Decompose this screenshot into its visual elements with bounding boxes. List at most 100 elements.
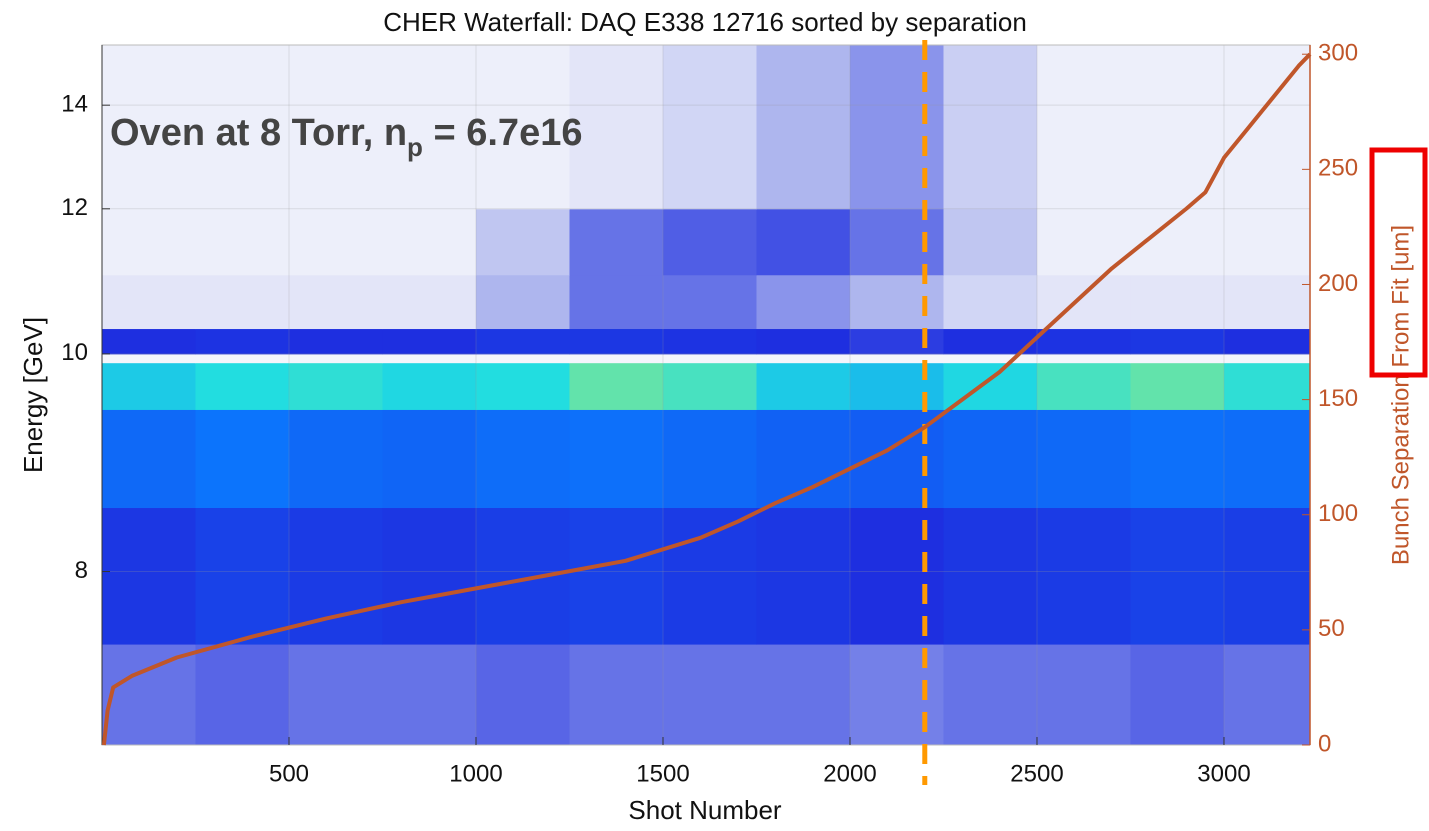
heatmap-cell — [102, 644, 196, 745]
heatmap-cell — [756, 409, 850, 508]
heatmap-cell — [1130, 363, 1224, 410]
heatmap-cell — [382, 644, 476, 745]
y2-axis-label: Bunch Separation From Fit [um] — [1387, 225, 1414, 565]
heatmap-cell — [663, 329, 757, 355]
heatmap-cell — [1130, 644, 1224, 745]
heatmap-cell — [569, 209, 663, 275]
heatmap-cell — [102, 409, 196, 508]
heatmap-cell — [382, 329, 476, 355]
annotation-part: = 6.7e16 — [423, 112, 583, 154]
heatmap-cell — [382, 508, 476, 645]
heatmap-cell — [663, 363, 757, 410]
heatmap-cell — [1037, 508, 1131, 645]
heatmap-cell — [663, 209, 757, 275]
y-tick-label: 12 — [61, 194, 88, 221]
heatmap-cell — [1037, 644, 1131, 745]
annotation-part: Oven at 8 Torr, n — [110, 112, 407, 154]
heatmap-cell — [1224, 409, 1311, 508]
heatmap-cell — [1037, 409, 1131, 508]
heatmap-cell — [289, 275, 383, 329]
heatmap-cell — [1130, 354, 1224, 363]
y-tick-label: 8 — [75, 557, 88, 584]
heatmap-cell — [102, 329, 196, 355]
heatmap-cell — [102, 209, 196, 275]
heatmap-cell — [382, 354, 476, 363]
heatmap-cell — [476, 409, 570, 508]
heatmap-cell — [569, 45, 663, 209]
heatmap-cell — [569, 644, 663, 745]
heatmap-cell — [1224, 275, 1311, 329]
heatmap-cell — [663, 409, 757, 508]
heatmap-cell — [1130, 508, 1224, 645]
heatmap-cell — [1224, 644, 1311, 745]
heatmap-cell — [663, 354, 757, 363]
heatmap-cell — [1037, 363, 1131, 410]
heatmap-cell — [476, 329, 570, 355]
heatmap-cell — [1130, 329, 1224, 355]
heatmap-cell — [943, 644, 1037, 745]
heatmap-cell — [102, 275, 196, 329]
heatmap-cell — [1224, 363, 1311, 410]
heatmap-cell — [289, 354, 383, 363]
heatmap-cell — [756, 275, 850, 329]
heatmap-cell — [850, 354, 944, 363]
heatmap-cell — [1224, 329, 1311, 355]
heatmap-cell — [476, 644, 570, 745]
heatmap-cell — [195, 209, 289, 275]
y-tick-label: 10 — [61, 339, 88, 366]
heatmap-cell — [1224, 209, 1311, 275]
heatmap-cell — [663, 45, 757, 209]
heatmap-cell — [943, 45, 1037, 209]
y2-tick-label: 50 — [1318, 615, 1345, 642]
annotation-part: p — [407, 132, 423, 162]
heatmap-cell — [195, 275, 289, 329]
heatmap-cell — [382, 363, 476, 410]
x-tick-label: 3000 — [1197, 760, 1250, 787]
heatmap-cell — [569, 354, 663, 363]
y2-tick-label: 250 — [1318, 155, 1358, 182]
heatmap-cell — [756, 45, 850, 209]
heatmap-cell — [195, 409, 289, 508]
heatmap-cell — [663, 275, 757, 329]
heatmap-cell — [943, 275, 1037, 329]
heatmap-cell — [943, 354, 1037, 363]
heatmap-cell — [195, 644, 289, 745]
heatmap-cell — [382, 275, 476, 329]
x-tick-label: 1000 — [449, 760, 502, 787]
heatmap-cell — [756, 209, 850, 275]
y2-tick-label: 150 — [1318, 385, 1358, 412]
heatmap-cell — [756, 363, 850, 410]
heatmap-cell — [1037, 354, 1131, 363]
heatmap-cell — [195, 354, 289, 363]
heatmap-cell — [850, 209, 944, 275]
heatmap-cell — [476, 209, 570, 275]
heatmap-cell — [663, 508, 757, 645]
heatmap-cell — [943, 409, 1037, 508]
heatmap-cell — [850, 45, 944, 209]
heatmap-cell — [289, 209, 383, 275]
heatmap-cell — [1037, 45, 1131, 209]
heatmap-cell — [476, 354, 570, 363]
heatmap-cell — [1037, 275, 1131, 329]
heatmap-cell — [569, 409, 663, 508]
y2-tick-label: 0 — [1318, 730, 1331, 757]
heatmap-cell — [289, 329, 383, 355]
heatmap-cell — [289, 644, 383, 745]
x-tick-label: 500 — [269, 760, 309, 787]
heatmap-cell — [289, 363, 383, 410]
heatmap-cell — [756, 644, 850, 745]
heatmap-cell — [850, 329, 944, 355]
heatmap-cell — [1224, 508, 1311, 645]
heatmap-cell — [756, 508, 850, 645]
heatmap-cell — [102, 354, 196, 363]
x-tick-label: 1500 — [636, 760, 689, 787]
heatmap-cell — [476, 508, 570, 645]
heatmap-cell — [569, 508, 663, 645]
x-tick-label: 2000 — [823, 760, 876, 787]
heatmap-cell — [382, 209, 476, 275]
heatmap-cell — [569, 363, 663, 410]
heatmap-cell — [476, 275, 570, 329]
heatmap-cell — [102, 508, 196, 645]
heatmap-cell — [382, 409, 476, 508]
